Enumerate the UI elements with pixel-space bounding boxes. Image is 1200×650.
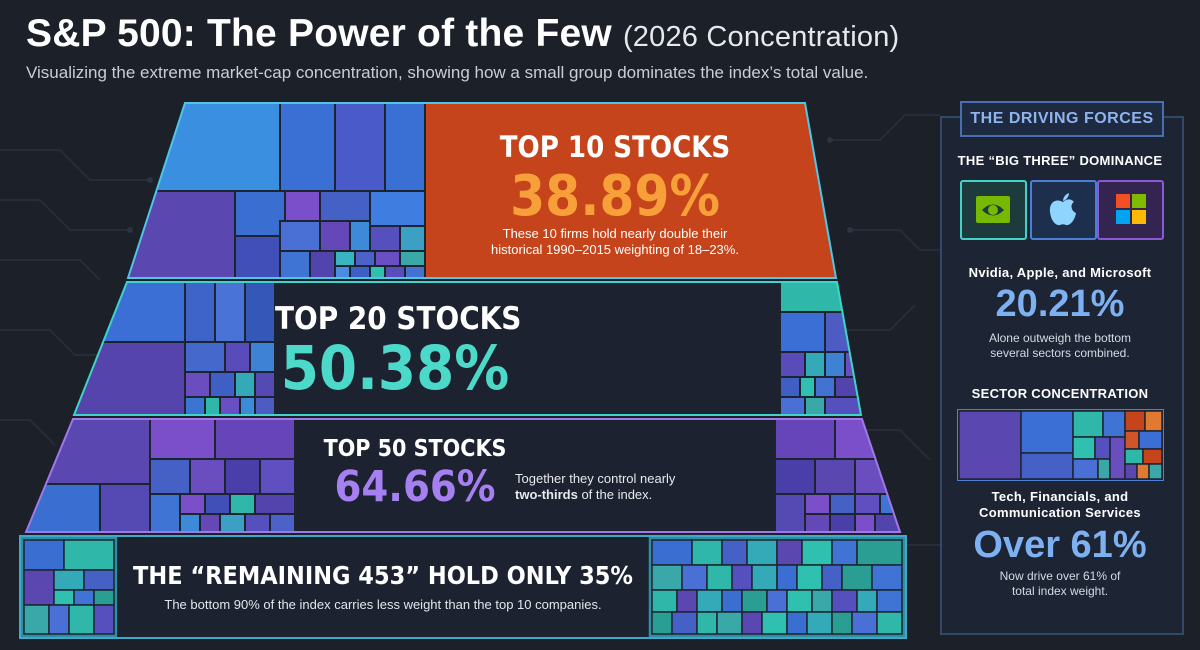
remaining-heading: THE “REMAINING 453” HOLD ONLY 35% (133, 561, 633, 590)
apple-logo-icon (1049, 193, 1076, 226)
apple-logo-tile (1030, 180, 1097, 240)
top50-heading: TOP 50 STOCKS (323, 436, 507, 462)
nvidia-logo-tile (960, 180, 1027, 240)
big-three-heading: THE “BIG THREE” DOMINANCE (957, 153, 1163, 168)
top50-description-line1: Together they control nearly (515, 471, 676, 486)
tier3-outline (24, 418, 902, 533)
sector-description: Now drive over 61% of total index weight… (999, 569, 1121, 598)
tier1-treemap (128, 103, 836, 278)
top50-value: 64.66% (334, 462, 496, 512)
top10-description: These 10 firms hold nearly double their … (425, 226, 805, 258)
title-paren: (2026 Concentration) (622, 21, 900, 53)
sector-names-line2: Communication Services (979, 505, 1141, 520)
top50-description: Together they control nearly two-thirds … (515, 471, 675, 503)
big-three-names: Nvidia, Apple, and Microsoft (968, 265, 1152, 280)
top10-heading: TOP 10 STOCKS (499, 130, 731, 164)
sector-treemap (957, 409, 1164, 481)
driving-forces-badge: THE DRIVING FORCES (960, 101, 1164, 137)
top50-description-rest: of the index. (577, 487, 653, 502)
top10-value: 38.89% (510, 164, 720, 229)
microsoft-logo-icon (1116, 194, 1146, 224)
page-title: S&P 500: The Power of the Few (2026 Conc… (26, 12, 899, 56)
top50-description-bold: two-thirds (515, 487, 578, 502)
remaining-description: The bottom 90% of the index carries less… (164, 597, 602, 612)
big-three-description: Alone outweigh the bottom several sector… (988, 331, 1132, 360)
tier1-outline (126, 102, 838, 279)
big-three-value: 20.21% (995, 283, 1125, 325)
top20-value: 50.38% (280, 333, 510, 404)
tier2-outline (72, 281, 863, 416)
page-subtitle: Visualizing the extreme market-cap conce… (26, 63, 869, 82)
sector-names-line1: Tech, Financials, and (991, 489, 1129, 504)
nvidia-logo-icon (976, 196, 1010, 223)
microsoft-logo-tile (1097, 180, 1164, 240)
sector-value: Over 61% (973, 524, 1147, 566)
top10-description-text: These 10 firms hold nearly double their … (491, 226, 739, 257)
sector-heading: SECTOR CONCENTRATION (971, 386, 1149, 401)
tier4-outline (19, 535, 907, 639)
top20-heading: TOP 20 STOCKS (275, 301, 522, 337)
tier4-treemap (19, 535, 907, 639)
title-main: S&P 500: The Power of the Few (26, 12, 612, 55)
